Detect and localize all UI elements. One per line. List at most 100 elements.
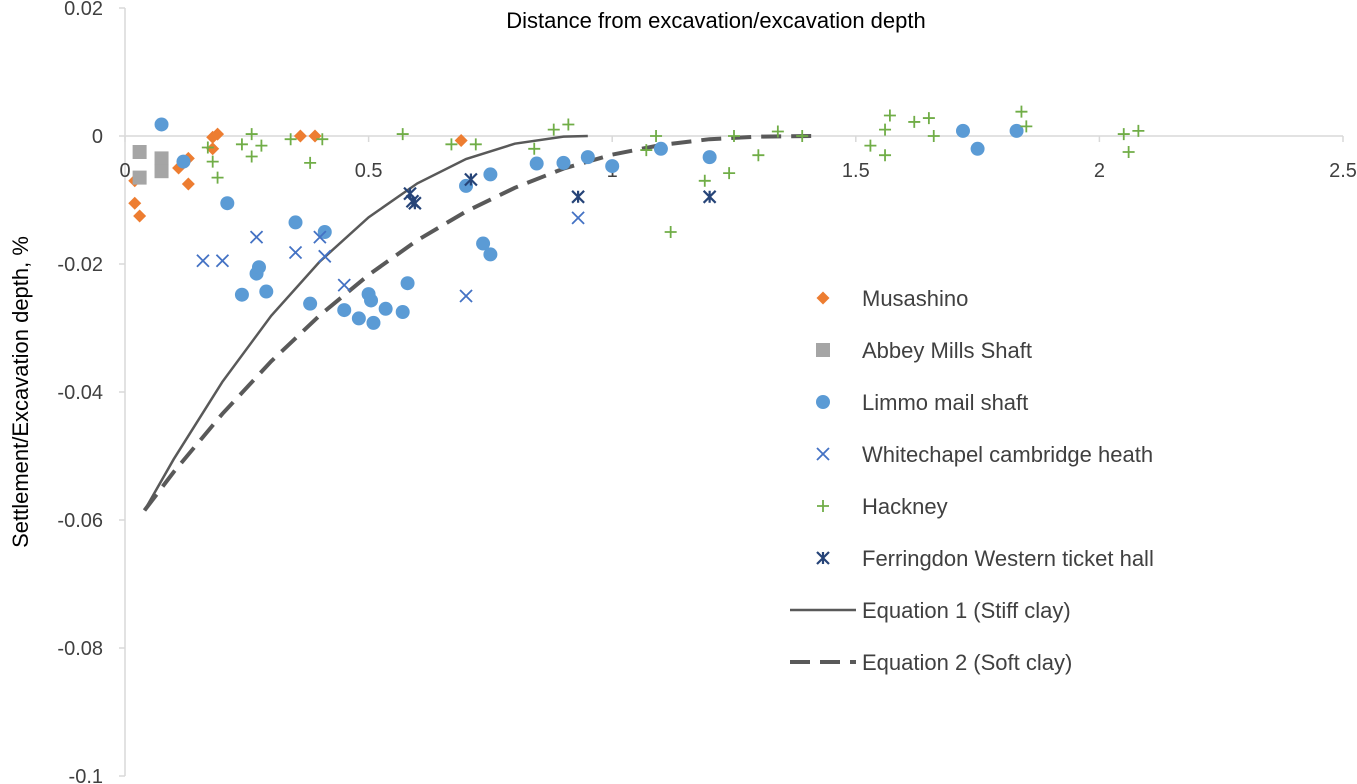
point-hackney <box>1132 124 1145 137</box>
point-musashino <box>308 129 322 143</box>
point-hackney <box>469 138 482 151</box>
point-hackney <box>879 149 892 162</box>
legend-label: Ferringdon Western ticket hall <box>862 546 1154 571</box>
point-hackney <box>235 138 248 151</box>
point-musashino <box>454 133 468 147</box>
x-tick-label: 2.5 <box>1329 160 1357 182</box>
point-hackney <box>1122 146 1135 158</box>
point-hackney <box>284 133 297 146</box>
curves <box>142 134 817 512</box>
point-abbey-mills-shaft <box>154 151 169 166</box>
legend-label: Limmo mail shaft <box>862 390 1028 415</box>
point-limmo-mail-shaft <box>234 287 249 302</box>
point-whitechapel-cambridge-heath <box>249 230 264 244</box>
point-limmo-mail-shaft <box>378 301 393 316</box>
curve-equation-2-soft-clay <box>142 134 817 512</box>
point-whitechapel-cambridge-heath <box>313 230 327 244</box>
legend-label: Equation 2 (Soft clay) <box>862 650 1072 675</box>
point-musashino <box>293 129 307 143</box>
point-hackney <box>922 112 935 125</box>
point-limmo-mail-shaft <box>702 150 717 165</box>
point-limmo-mail-shaft <box>303 296 318 311</box>
point-limmo-mail-shaft <box>364 293 379 308</box>
legend-label: Hackney <box>862 494 948 519</box>
point-hackney <box>201 141 214 154</box>
legend-label: Equation 1 (Stiff clay) <box>862 598 1071 623</box>
point-limmo-mail-shaft <box>259 284 274 299</box>
point-whitechapel-cambridge-heath <box>571 211 585 225</box>
point-hackney <box>908 115 921 128</box>
point-hackney <box>304 156 317 169</box>
point-hackney <box>927 130 940 142</box>
point-abbey-mills-shaft <box>132 170 147 185</box>
point-hackney <box>1015 105 1028 118</box>
point-limmo-mail-shaft <box>154 117 169 132</box>
point-musashino <box>206 142 220 156</box>
point-limmo-mail-shaft <box>483 247 498 262</box>
y-tick-label: -0.08 <box>57 638 103 660</box>
point-musashino <box>211 127 225 141</box>
point-limmo-mail-shaft <box>483 167 498 182</box>
point-ferringdon-western-ticket-hall <box>571 190 585 204</box>
point-hackney <box>698 174 711 187</box>
legend-marker <box>816 551 830 565</box>
point-limmo-mail-shaft <box>176 154 191 169</box>
point-musashino <box>133 209 147 223</box>
point-hackney <box>547 123 560 136</box>
x-tick-label: 0.5 <box>355 160 383 182</box>
point-ferringdon-western-ticket-hall <box>702 190 717 204</box>
y-tick-label: 0.02 <box>64 0 103 20</box>
x-axis-title: Distance from excavation/excavation dept… <box>506 8 925 33</box>
point-hackney <box>206 155 219 168</box>
point-hackney <box>245 150 258 163</box>
legend-label: Whitechapel cambridge heath <box>862 442 1153 467</box>
point-hackney <box>752 149 765 162</box>
point-hackney <box>255 139 268 152</box>
point-musashino <box>181 177 195 191</box>
point-whitechapel-cambridge-heath <box>337 278 351 292</box>
legend-marker <box>816 291 830 305</box>
point-limmo-mail-shaft <box>395 305 410 319</box>
y-tick-label: 0 <box>92 126 103 148</box>
point-hackney <box>1020 120 1033 133</box>
point-hackney <box>864 139 877 152</box>
point-hackney <box>396 128 409 141</box>
point-hackney <box>562 118 575 131</box>
point-limmo-mail-shaft <box>580 150 595 165</box>
point-limmo-mail-shaft <box>351 311 366 326</box>
point-whitechapel-cambridge-heath <box>196 254 210 268</box>
point-limmo-mail-shaft <box>251 260 266 275</box>
point-hackney <box>316 133 329 146</box>
legend-marker <box>816 447 830 461</box>
data-points <box>128 105 1145 330</box>
point-hackney <box>1117 128 1130 141</box>
legend-label: Musashino <box>862 286 968 311</box>
point-ferringdon-western-ticket-hall <box>408 196 422 210</box>
point-limmo-mail-shaft <box>529 156 544 171</box>
y-tick-label: -0.04 <box>57 382 103 404</box>
curve-equation-1-stiff-clay <box>143 134 588 512</box>
point-ferringdon-western-ticket-hall <box>464 172 478 187</box>
legend: Musashino Abbey Mills Shaft Limmo mail sha… <box>790 286 1154 675</box>
point-hackney <box>245 128 258 141</box>
point-hackney <box>528 142 541 155</box>
point-limmo-mail-shaft <box>220 196 235 211</box>
point-limmo-mail-shaft <box>400 276 415 291</box>
point-hackney <box>728 130 740 142</box>
point-hackney <box>640 144 653 157</box>
y-tick-label: -0.1 <box>69 766 103 784</box>
legend-label: Abbey Mills Shaft <box>862 338 1032 363</box>
point-limmo-mail-shaft <box>556 155 571 170</box>
point-hackney <box>796 130 809 142</box>
point-hackney <box>883 109 896 122</box>
point-whitechapel-cambridge-heath <box>288 245 303 260</box>
point-limmo-mail-shaft <box>476 236 491 251</box>
point-hackney <box>664 226 677 238</box>
point-whitechapel-cambridge-heath <box>318 249 332 263</box>
point-limmo-mail-shaft <box>653 141 668 156</box>
y-tick-label: -0.02 <box>57 254 103 276</box>
point-hackney <box>723 167 736 180</box>
point-limmo-mail-shaft <box>1009 123 1024 138</box>
point-limmo-mail-shaft <box>366 315 381 330</box>
x-tick-label: 1.5 <box>842 160 870 182</box>
